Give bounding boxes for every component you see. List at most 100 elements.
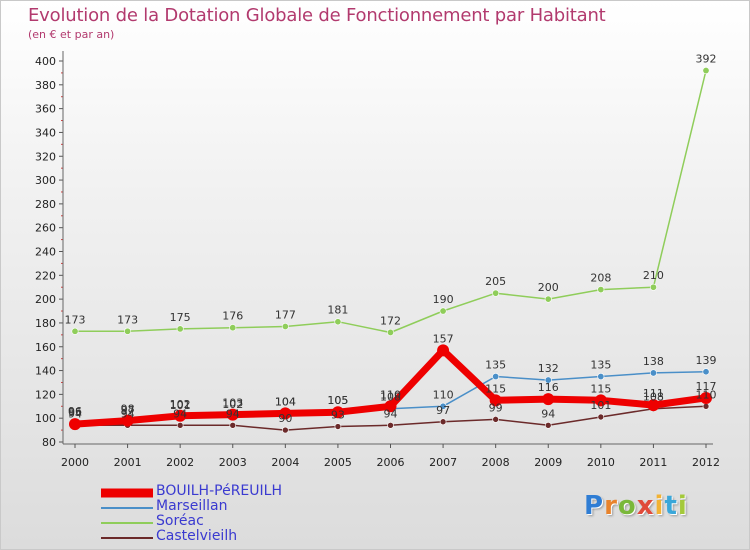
data-point-soreac[interactable] (124, 327, 132, 335)
data-point-soreac[interactable] (176, 325, 184, 333)
data-label-bouilh-pereuilh: 102 (170, 398, 191, 411)
data-label-castelvieilh: 101 (590, 399, 611, 412)
data-label-castelvieilh: 97 (436, 404, 450, 417)
data-point-bouilh-pereuilh[interactable] (384, 400, 397, 413)
data-label-bouilh-pereuilh: 117 (696, 380, 717, 393)
data-point-bouilh-pereuilh[interactable] (226, 408, 239, 421)
data-point-soreac[interactable] (492, 289, 500, 297)
data-label-castelvieilh: 94 (384, 407, 398, 420)
y-tick-label: 400 (35, 55, 56, 68)
data-point-bouilh-pereuilh[interactable] (279, 407, 292, 420)
data-point-bouilh-pereuilh[interactable] (594, 394, 607, 407)
data-label-soreac: 176 (222, 310, 243, 323)
series-lines (74, 70, 707, 431)
data-point-castelvieilh[interactable] (597, 413, 605, 421)
data-label-bouilh-pereuilh: 115 (485, 382, 506, 395)
data-point-castelvieilh[interactable] (439, 418, 447, 426)
y-tick-label: 180 (35, 317, 56, 330)
data-point-marseillan[interactable] (649, 369, 657, 377)
data-label-castelvieilh: 90 (278, 412, 292, 425)
legend-swatch-soreac (101, 522, 153, 524)
logo-letter: i (654, 491, 665, 521)
data-label-castelvieilh: 94 (226, 407, 240, 420)
data-label-marseillan: 135 (485, 359, 506, 372)
x-tick-label: 2003 (219, 456, 247, 469)
data-point-marseillan[interactable] (492, 373, 500, 381)
data-point-soreac[interactable] (229, 324, 237, 332)
x-tick-label: 2012 (692, 456, 720, 469)
legend-label-marseillan: Marseillan (156, 498, 228, 514)
data-point-soreac[interactable] (597, 286, 605, 294)
y-tick-label: 340 (35, 126, 56, 139)
y-tick-label: 360 (35, 103, 56, 116)
data-label-bouilh-pereuilh: 116 (538, 381, 559, 394)
data-point-castelvieilh[interactable] (702, 402, 710, 410)
data-label-bouilh-pereuilh: 95 (68, 406, 82, 419)
series-points (69, 67, 712, 434)
y-tick-label: 80 (42, 436, 56, 449)
chart-title: Evolution de la Dotation Globale de Fonc… (28, 5, 606, 26)
data-label-bouilh-pereuilh: 104 (275, 395, 296, 408)
data-point-bouilh-pereuilh[interactable] (489, 394, 502, 407)
legend-label-castelvieilh: Castelvieilh (156, 528, 238, 544)
data-point-soreac[interactable] (281, 323, 289, 331)
data-point-soreac[interactable] (702, 67, 710, 75)
data-label-marseillan: 102 (222, 398, 243, 411)
logo-letter: r (604, 491, 618, 521)
data-point-soreac[interactable] (544, 295, 552, 303)
data-point-soreac[interactable] (649, 283, 657, 291)
data-label-bouilh-pereuilh: 157 (433, 332, 454, 345)
data-label-marseillan: 138 (643, 355, 664, 368)
data-point-soreac[interactable] (386, 328, 394, 336)
data-point-marseillan[interactable] (597, 373, 605, 381)
data-label-castelvieilh: 94 (121, 407, 135, 420)
data-point-bouilh-pereuilh[interactable] (647, 399, 660, 412)
data-point-marseillan[interactable] (439, 402, 447, 410)
data-point-bouilh-pereuilh[interactable] (542, 393, 555, 406)
data-point-bouilh-pereuilh[interactable] (700, 391, 712, 404)
data-point-bouilh-pereuilh[interactable] (331, 406, 344, 419)
data-point-castelvieilh[interactable] (492, 416, 499, 423)
logo-letter: P (584, 491, 605, 521)
data-point-marseillan[interactable] (702, 368, 710, 376)
data-point-soreac[interactable] (71, 327, 79, 335)
data-point-castelvieilh[interactable] (282, 426, 289, 434)
x-tick-label: 2004 (271, 456, 299, 469)
data-label-marseillan: 101 (170, 399, 191, 412)
data-point-castelvieilh[interactable] (334, 423, 342, 430)
data-label-soreac: 392 (696, 53, 717, 66)
data-label-soreac: 181 (327, 304, 348, 317)
data-label-castelvieilh: 93 (331, 409, 345, 422)
data-point-bouilh-pereuilh[interactable] (69, 418, 81, 431)
data-point-marseillan[interactable] (544, 376, 552, 384)
legend-label-soreac: Soréac (156, 513, 204, 529)
logo-letter: t (664, 491, 678, 521)
data-point-castelvieilh[interactable] (229, 422, 237, 429)
data-label-soreac: 210 (643, 269, 664, 282)
x-tick-label: 2001 (114, 456, 142, 469)
data-label-marseillan: 104 (275, 395, 296, 408)
data-label-soreac: 205 (485, 275, 506, 288)
data-point-castelvieilh[interactable] (387, 422, 394, 429)
data-label-marseillan: 135 (590, 359, 611, 372)
data-label-castelvieilh: 94 (173, 407, 187, 420)
data-point-bouilh-pereuilh[interactable] (121, 414, 134, 427)
data-point-bouilh-pereuilh[interactable] (437, 344, 450, 357)
data-point-castelvieilh[interactable] (176, 422, 184, 429)
legend-label-bouilh: BOUILH-PéREUILH (156, 483, 282, 499)
data-label-bouilh-pereuilh: 115 (590, 382, 611, 395)
data-point-soreac[interactable] (334, 318, 342, 326)
data-point-soreac[interactable] (439, 307, 447, 315)
data-point-castelvieilh[interactable] (544, 422, 552, 429)
logo-letter: i (677, 491, 688, 521)
data-label-marseillan: 132 (538, 362, 559, 375)
x-tick-label: 2009 (534, 456, 562, 469)
series-line-soreac (75, 70, 707, 334)
x-tick-label: 2008 (482, 456, 510, 469)
x-tick-label: 2000 (61, 456, 89, 469)
data-point-bouilh-pereuilh[interactable] (174, 409, 187, 422)
data-labels: 173 173 175 176 177 181 172 190 205 200 208 210 392 9… (65, 53, 717, 426)
y-tick-label: 120 (35, 388, 56, 401)
